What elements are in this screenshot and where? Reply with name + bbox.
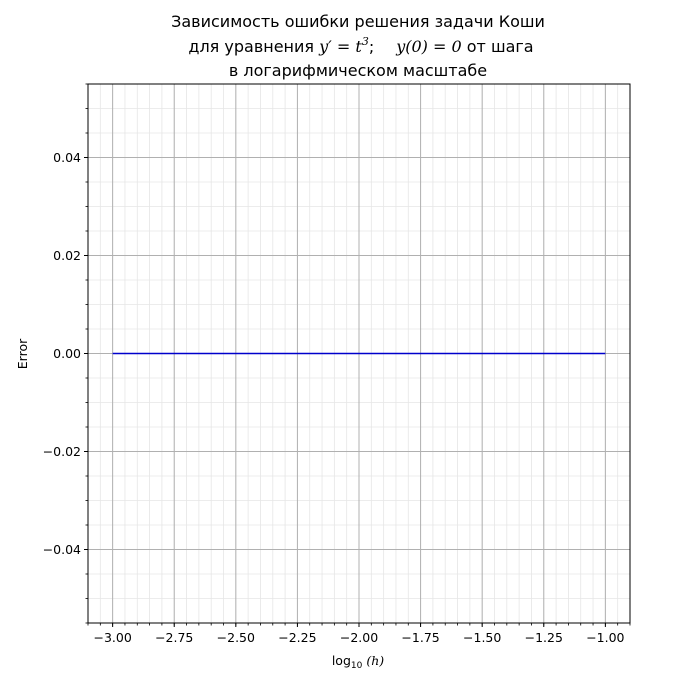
- chart-title-line-3: в логарифмическом масштабе: [229, 61, 487, 80]
- x-tick-label: −1.50: [463, 630, 501, 645]
- y-axis-label: Error: [15, 338, 30, 369]
- y-tick-label: −0.04: [43, 542, 81, 557]
- chart-title-line-1: Зависимость ошибки решения задачи Коши: [171, 12, 545, 31]
- x-ticks: −3.00 −2.75 −2.50 −2.25 −2.00 −1.75 −1.50 −1.25…: [87, 623, 631, 645]
- equation-lhs: y′ = t: [318, 37, 362, 56]
- x-tick-label: −1.75: [401, 630, 439, 645]
- x-axis-label: log10 (h): [332, 653, 384, 671]
- equation-exponent: 3: [362, 35, 369, 48]
- y-tick-label: 0.00: [53, 346, 81, 361]
- x-tick-label: −1.25: [525, 630, 563, 645]
- x-tick-label: −2.00: [340, 630, 378, 645]
- y-tick-label: 0.02: [53, 248, 81, 263]
- y-tick-label: 0.04: [53, 150, 81, 165]
- y-ticks: −0.04 −0.02 0.00 0.02 0.04: [43, 83, 88, 624]
- initial-condition: y(0) = 0: [395, 37, 461, 56]
- x-tick-label: −1.00: [586, 630, 624, 645]
- x-tick-label: −2.50: [217, 630, 255, 645]
- x-tick-label: −2.25: [278, 630, 316, 645]
- x-tick-label: −3.00: [93, 630, 131, 645]
- y-tick-label: −0.02: [43, 444, 81, 459]
- chart-title-line-2: для уравнения y′ = t3; y(0) = 0 от шага: [188, 35, 533, 56]
- x-tick-label: −2.75: [155, 630, 193, 645]
